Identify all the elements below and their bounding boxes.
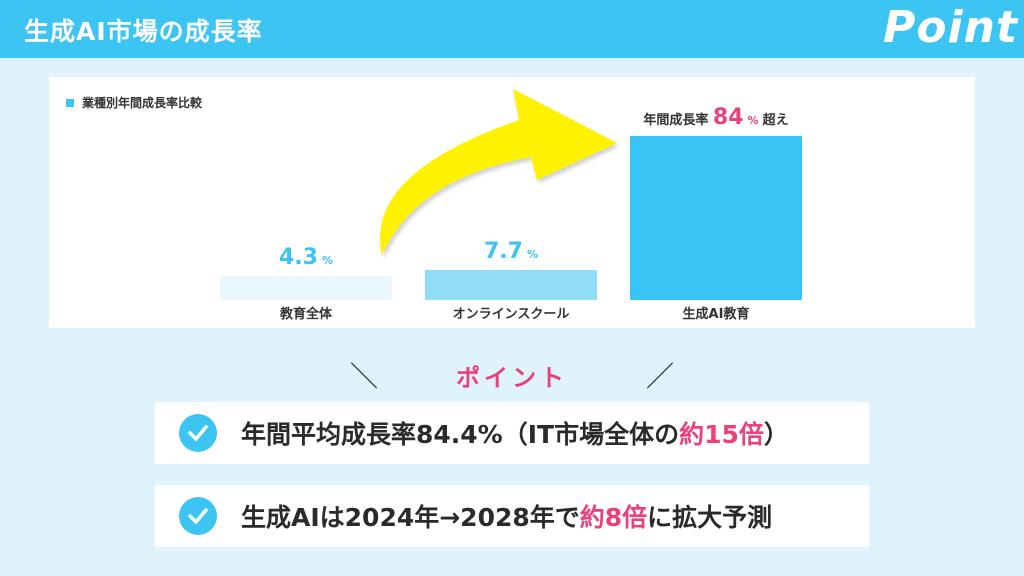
- point-highlight: 約15倍: [679, 420, 764, 449]
- chart-panel: 教育全体 4.3% オンラインスクール 7.7% 生成AI教育 年間成長率 84% 超え 業…: [49, 77, 975, 328]
- value-label: 年間成長率 84% 超え: [643, 105, 788, 130]
- point-badge: Point: [883, 2, 1018, 53]
- points-heading-text: ポイント: [456, 364, 568, 392]
- category-label: オンラインスクール: [453, 307, 570, 322]
- check-circle-icon: [179, 414, 217, 452]
- point-text: 生成AIは2024年→2028年で約8倍に拡大予測: [241, 498, 772, 534]
- point-text-main: 年間平均成長率84.4%（IT市場全体の: [241, 420, 680, 449]
- point-item: 年間平均成長率84.4%（IT市場全体の約15倍）: [155, 402, 869, 464]
- point-text: 年間平均成長率84.4%（IT市場全体の約15倍）: [241, 415, 789, 451]
- bar: [220, 276, 392, 300]
- chart-legend: 業種別年間成長率比較: [66, 94, 202, 111]
- legend-swatch: [66, 98, 74, 107]
- right-slash-icon: ／: [646, 360, 675, 393]
- category-label: 生成AI教育: [683, 306, 750, 322]
- point-text-tail: ）: [763, 420, 789, 449]
- bar-chart: 教育全体 4.3 % オンラインスクール 7.7 % 生成AI教育 年間成長率 84% 超え: [220, 89, 802, 322]
- point-item: 生成AIは2024年→2028年で約8倍に拡大予測: [155, 485, 869, 547]
- legend-label: 業種別年間成長率比較: [82, 96, 203, 110]
- check-circle-icon: [179, 497, 217, 535]
- point-text-tail: に拡大予測: [647, 503, 773, 532]
- point-text-main: 生成AIは2024年→2028年で: [241, 503, 580, 532]
- category-label: 教育全体: [279, 306, 333, 322]
- header-bar: 生成AI市場の成長率 Point: [0, 0, 1024, 58]
- bar: [425, 270, 597, 300]
- bar: [630, 136, 802, 300]
- growth-arrow-icon: [380, 89, 617, 255]
- point-highlight: 約8倍: [579, 503, 648, 532]
- value-label: 7.7%: [484, 239, 538, 264]
- page-title: 生成AI市場の成長率: [24, 17, 263, 46]
- left-slash-icon: ＼: [349, 360, 378, 393]
- value-label: 4.3%: [279, 245, 333, 270]
- points-heading: ＼ ポイント ／: [0, 355, 1024, 395]
